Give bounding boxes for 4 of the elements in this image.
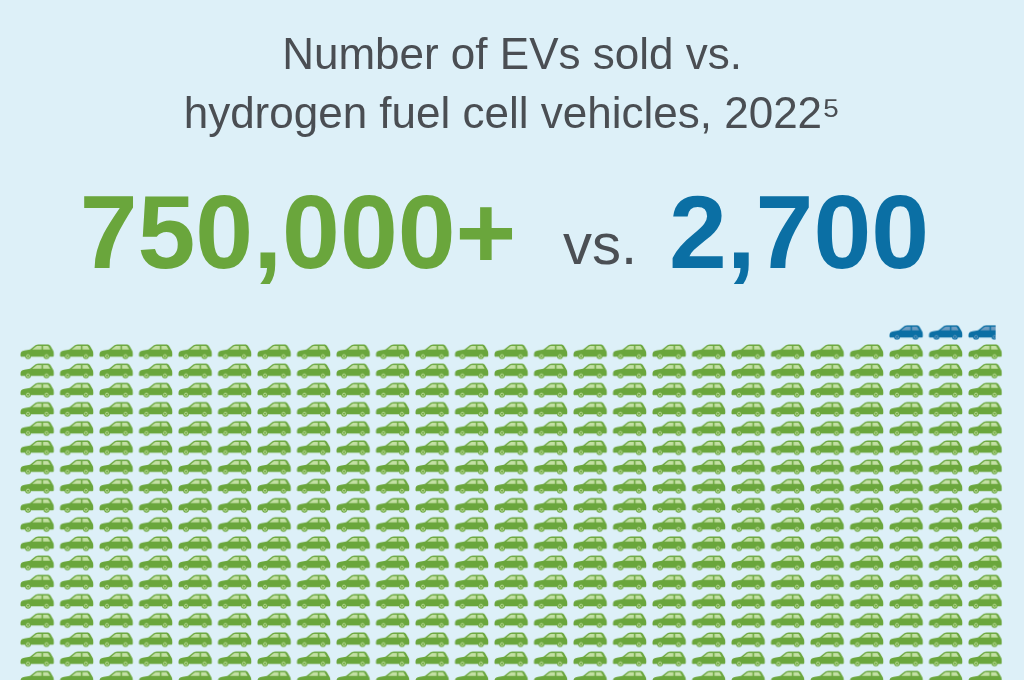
data-label: 750,000+	[79, 174, 517, 290]
text: vs.	[562, 211, 638, 276]
text: Number of EVs sold vs. hydrogen fuel cell vehicles, 2022⁵	[183, 29, 841, 137]
data-label: 2,700	[668, 174, 930, 290]
